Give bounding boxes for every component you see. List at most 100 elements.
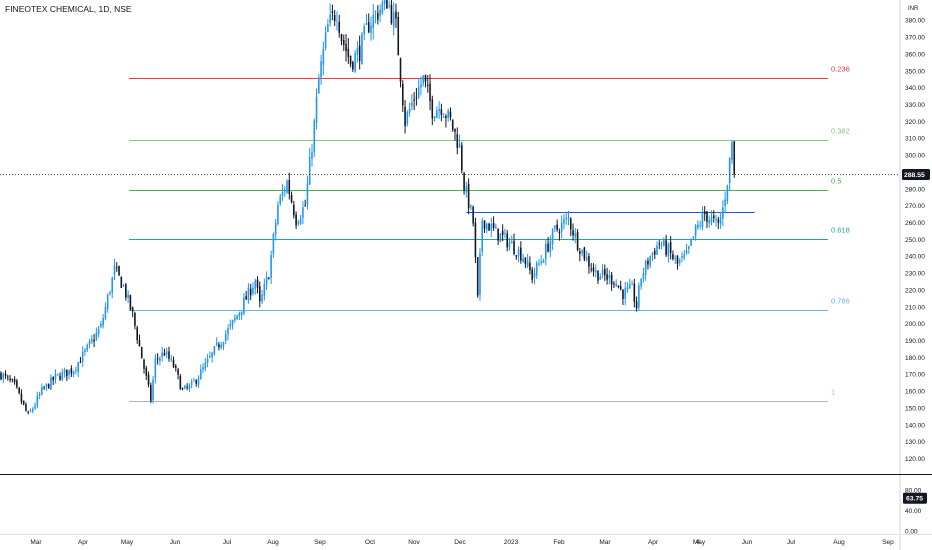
candle-body <box>692 236 695 239</box>
candle-body <box>406 112 409 124</box>
candle-body <box>383 0 386 4</box>
candle-body <box>11 379 14 380</box>
candle-body <box>433 116 436 119</box>
candle-body <box>145 367 148 376</box>
candle-body <box>143 359 145 369</box>
candle-body <box>438 109 440 111</box>
candle-body <box>688 246 690 249</box>
candle-body <box>374 12 377 14</box>
candle-body <box>318 77 320 94</box>
candle-body <box>436 110 438 118</box>
candle-body <box>461 145 463 171</box>
candle-body <box>445 115 447 119</box>
candle-body <box>379 9 381 16</box>
candle-body <box>281 191 284 197</box>
candle-body <box>640 278 642 287</box>
candle-body <box>279 196 282 204</box>
candle-body <box>174 365 177 369</box>
candle-body <box>533 273 536 278</box>
sub-tick-label: 80.00 <box>905 487 922 494</box>
candle-body <box>724 199 726 206</box>
candle-body <box>295 214 297 226</box>
time-axis-label: Dec <box>454 539 466 546</box>
candle-body <box>370 25 372 33</box>
candle-body <box>678 260 681 264</box>
candle-body <box>701 213 704 227</box>
price-tick-label: 140.00 <box>905 422 925 429</box>
candle-body <box>324 32 327 48</box>
candle-body <box>685 250 688 254</box>
candle-body <box>229 323 232 327</box>
price-tick-label: 160.00 <box>905 389 925 396</box>
time-axis-label: Jul <box>223 539 232 546</box>
candle-body <box>218 344 220 348</box>
candle-body <box>211 352 213 358</box>
candle-body <box>567 217 570 220</box>
candle-body <box>731 141 733 161</box>
candle-body <box>522 258 524 262</box>
time-axis-label: 2023 <box>504 539 519 546</box>
candle-body <box>590 268 592 270</box>
candle-body <box>556 224 558 230</box>
candle-body <box>451 119 454 130</box>
candle-body <box>199 369 202 380</box>
price-tick-label: 230.00 <box>905 271 925 278</box>
candle-body <box>531 269 533 280</box>
price-tick-label: 250.00 <box>905 237 925 244</box>
candle-body <box>476 257 479 296</box>
candle-body <box>288 180 291 195</box>
fib-level-label: 1 <box>831 388 835 397</box>
candle-body <box>286 180 288 193</box>
candle-body <box>633 283 636 302</box>
candle-body <box>213 346 216 355</box>
candle-body <box>209 356 211 358</box>
candle-body <box>320 61 322 78</box>
candle-body <box>311 152 313 159</box>
candle-body <box>77 362 79 373</box>
candle-body <box>660 244 663 246</box>
candle-body <box>115 267 118 269</box>
candle-body <box>592 267 595 272</box>
candle-body <box>102 318 104 326</box>
candle-body <box>118 265 120 276</box>
candle-body <box>485 223 488 230</box>
candle-body <box>483 220 486 229</box>
candle-body <box>683 254 686 258</box>
candle-body <box>458 143 461 148</box>
candle-body <box>706 211 708 222</box>
fib-level-label: 0.382 <box>831 127 850 136</box>
candle-body <box>150 384 152 401</box>
candle-body <box>597 270 599 281</box>
candle-body <box>47 384 50 389</box>
time-axis-label: Mar <box>599 539 611 546</box>
candle-body <box>644 260 647 276</box>
candle-body <box>66 369 68 377</box>
candle-body <box>610 274 613 285</box>
candle-body <box>127 294 129 298</box>
candle-body <box>327 24 329 33</box>
candle-body <box>535 262 538 276</box>
candle-body <box>45 383 48 387</box>
candle-body <box>572 230 574 236</box>
candle-body <box>617 285 620 288</box>
candle-body <box>18 387 20 394</box>
candle-body <box>304 205 306 207</box>
candle-body <box>52 376 55 381</box>
candle-body <box>134 313 136 326</box>
candle-body <box>95 332 98 340</box>
candle-body <box>274 223 277 235</box>
candle-body <box>624 288 627 299</box>
candle-body <box>520 247 522 261</box>
time-axis-label: Apr <box>648 539 659 546</box>
candle-body <box>245 296 247 300</box>
candle-body <box>388 5 390 7</box>
candle-body <box>581 249 583 254</box>
candle-body <box>27 412 30 413</box>
candle-body <box>669 242 672 253</box>
candle-body <box>628 284 631 289</box>
candle-body <box>193 380 195 382</box>
candle-body <box>56 373 59 375</box>
candle-body <box>97 329 100 335</box>
candle-body <box>613 283 615 285</box>
